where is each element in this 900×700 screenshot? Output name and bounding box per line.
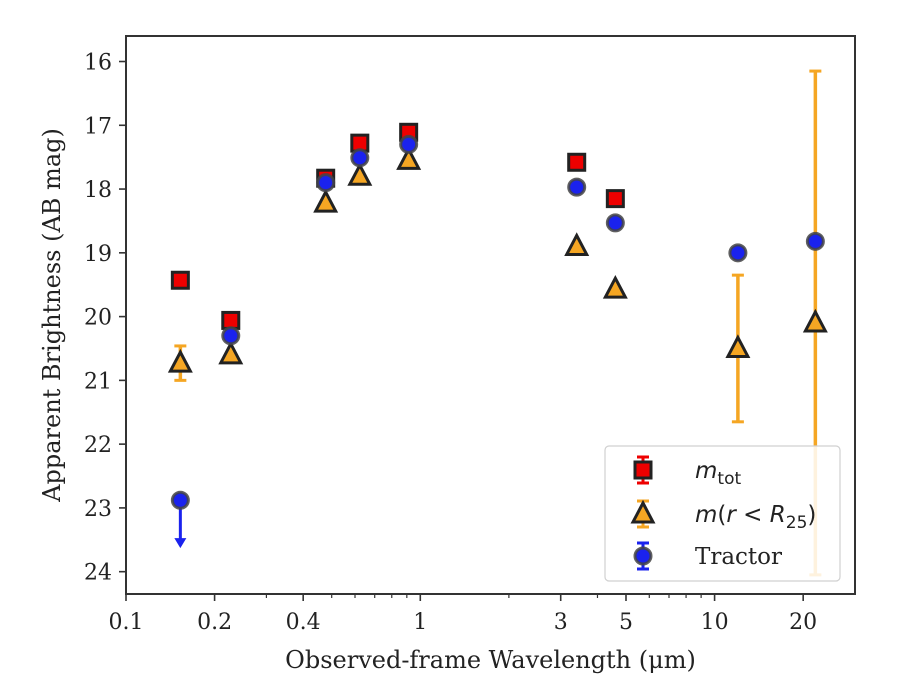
point-tractor: [605, 213, 625, 233]
point-r25: [218, 340, 244, 365]
point-r25: [396, 146, 422, 170]
point-r25: [313, 188, 339, 213]
x-tick-label: 0.2: [197, 610, 232, 635]
point-tractor: [221, 326, 241, 346]
legend-marker-mtot: [633, 460, 653, 480]
point-mtot: [170, 270, 190, 290]
y-tick-label: 21: [84, 369, 112, 394]
legend-label-mtot: mtot: [695, 458, 741, 489]
point-mtot: [605, 189, 625, 209]
upper-limit-arrowhead: [174, 538, 187, 549]
y-tick-label: 20: [84, 306, 112, 331]
y-tick-label: 22: [84, 433, 112, 458]
y-axis-label: Apparent Brightness (AB mag): [38, 128, 66, 503]
point-tractor: [350, 148, 370, 168]
point-r25: [802, 308, 828, 333]
y-tick-label: 16: [84, 51, 112, 76]
axis-ticks: 0.1 0.2 0.4 1 3 5 10 20 16 17 18 19 20 21 22 23 24: [84, 51, 817, 635]
legend-marker-tractor: [633, 546, 653, 566]
x-axis-label: Observed-frame Wavelength (μm): [285, 646, 696, 674]
y-tick-label: 23: [84, 497, 112, 522]
x-tick-label: 10: [701, 610, 729, 635]
x-tick-label: 1: [413, 610, 427, 635]
x-tick-label: 0.1: [109, 610, 144, 635]
point-r25: [725, 334, 751, 358]
point-r25: [564, 232, 590, 256]
legend-marker-r25: [630, 499, 656, 524]
point-r25: [347, 162, 373, 186]
legend-label-tractor: Tractor: [695, 544, 782, 570]
point-tractor: [170, 490, 190, 510]
point-mtot: [221, 310, 241, 330]
point-tractor: [805, 231, 825, 251]
y-tick-label: 24: [84, 561, 112, 586]
point-r25: [167, 348, 193, 373]
x-tick-label: 3: [554, 610, 568, 635]
point-tractor: [316, 173, 336, 193]
x-tick-label: 20: [789, 610, 817, 635]
legend-box: [604, 445, 841, 582]
point-tractor: [728, 243, 748, 263]
point-tractor: [399, 134, 419, 154]
legend: mtot m(r < R25) Tractor: [604, 445, 841, 582]
data-markers: [167, 122, 828, 510]
y-tick-label: 18: [84, 178, 112, 203]
point-tractor: [567, 177, 587, 197]
y-tick-label: 17: [84, 114, 112, 139]
point-mtot: [567, 152, 587, 172]
y-tick-label: 19: [84, 242, 112, 267]
x-tick-label: 0.4: [286, 610, 321, 635]
x-tick-label: 5: [619, 610, 633, 635]
plot-frame: [125, 35, 856, 595]
point-r25: [602, 274, 628, 299]
legend-label-r25: m(r < R25): [695, 502, 816, 533]
